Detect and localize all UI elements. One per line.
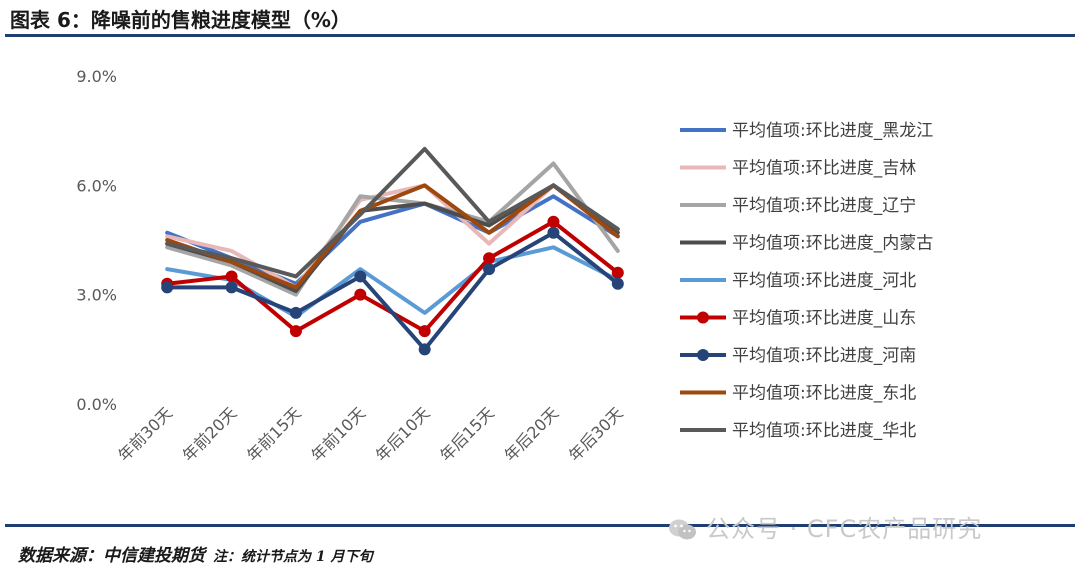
x-axis-ticks: 年前30天 年前20天 年前15天 年前10天 年后10天 年后15天 年后20天 年后30天	[114, 403, 626, 465]
x-tick-label: 年后20天	[500, 403, 562, 465]
source-footer: 数据来源：中信建投期货 注：统计节点为 1 月下旬	[18, 541, 373, 566]
legend-marker	[697, 349, 709, 361]
legend-marker	[697, 311, 709, 324]
x-tick-label: 年后15天	[436, 403, 498, 465]
y-tick-label: 0.0%	[76, 395, 117, 414]
header-divider	[5, 34, 1075, 37]
data-point	[547, 215, 560, 228]
data-point	[611, 266, 624, 279]
data-point	[354, 288, 367, 301]
data-point	[611, 277, 624, 290]
page-title: 图表 6：降噪前的售粮进度模型（%）	[10, 8, 351, 32]
legend-label: 平均值项:环比进度_吉林	[732, 159, 916, 179]
source-text: 数据来源：中信建投期货	[18, 546, 205, 566]
y-tick-label: 6.0%	[76, 176, 117, 195]
legend-label: 平均值项:环比进度_华北	[732, 421, 916, 441]
note-text: 注：统计节点为 1 月下旬	[213, 549, 373, 565]
x-tick-label: 年前15天	[243, 403, 305, 465]
legend-label: 平均值项:环比进度_内蒙古	[732, 234, 933, 254]
wechat-icon	[669, 519, 696, 540]
data-point	[547, 226, 560, 239]
series-line-0	[165, 194, 620, 286]
plot-area	[161, 146, 624, 356]
data-point	[354, 270, 367, 283]
y-tick-label: 9.0%	[76, 67, 117, 86]
x-tick-label: 年前10天	[307, 403, 369, 465]
data-point	[483, 263, 496, 276]
series-line-8	[165, 146, 620, 279]
data-point	[418, 325, 431, 338]
legend-label: 平均值项:环比进度_山东	[732, 309, 916, 329]
chart-legend: 平均值项:环比进度_黑龙江平均值项:环比进度_吉林平均值项:环比进度_辽宁平均值…	[680, 121, 933, 441]
x-tick-label: 年前20天	[179, 403, 241, 465]
legend-label: 平均值项:环比进度_东北	[732, 384, 916, 404]
data-point	[289, 306, 302, 319]
data-point	[225, 281, 238, 294]
x-tick-label: 年前30天	[114, 403, 176, 465]
legend-label: 平均值项:环比进度_辽宁	[732, 196, 916, 216]
data-point	[161, 281, 174, 294]
watermark: 公众号 · CFC农产品研究	[668, 509, 982, 544]
legend-label: 平均值项:环比进度_河南	[732, 346, 916, 366]
data-point	[225, 270, 238, 283]
data-point	[289, 325, 302, 338]
x-tick-label: 年后30天	[565, 403, 627, 465]
data-point	[418, 343, 431, 356]
data-point	[483, 252, 496, 265]
y-tick-label: 3.0%	[76, 286, 117, 305]
series-line-6	[165, 230, 620, 352]
legend-label: 平均值项:环比进度_河北	[732, 271, 916, 291]
watermark-text: 公众号 · CFC农产品研究	[706, 515, 983, 543]
x-tick-label: 年后10天	[372, 403, 434, 465]
y-axis-ticks: 9.0% 6.0% 3.0% 0.0%	[76, 67, 117, 414]
legend-label: 平均值项:环比进度_黑龙江	[732, 121, 933, 141]
footer-divider	[5, 524, 1075, 527]
